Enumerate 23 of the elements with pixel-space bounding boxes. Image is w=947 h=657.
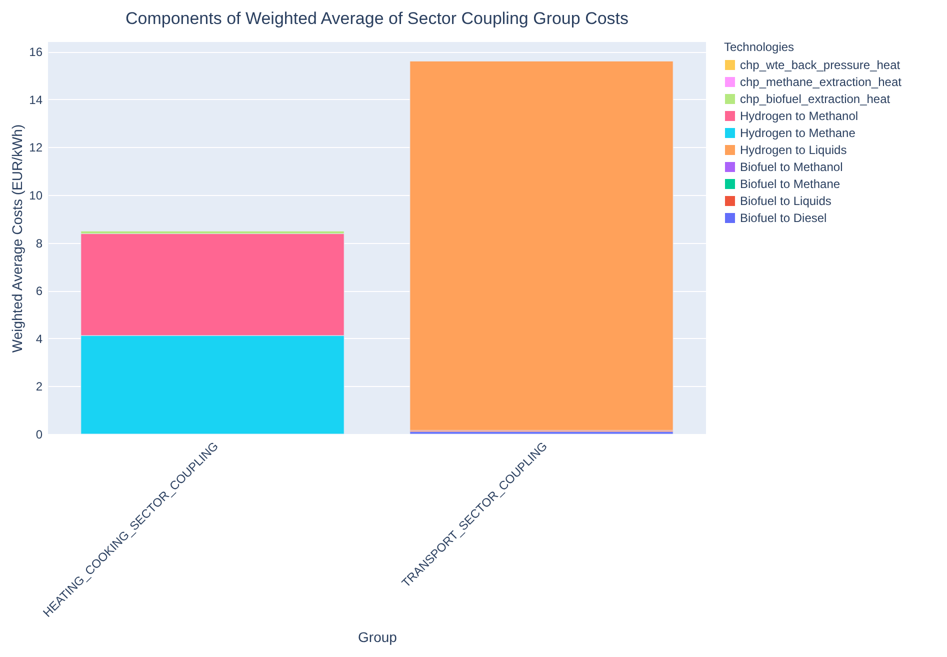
legend-label: chp_biofuel_extraction_heat <box>740 92 891 106</box>
y-tick-label: 0 <box>36 428 43 442</box>
y-tick-label: 10 <box>29 188 43 202</box>
legend-label: Biofuel to Methanol <box>740 160 843 174</box>
chart-title: Components of Weighted Average of Sector Coupling Group Costs <box>125 9 629 28</box>
y-tick-label: 14 <box>29 92 43 107</box>
legend-label: Biofuel to Diesel <box>740 211 827 225</box>
legend-label: chp_wte_back_pressure_heat <box>740 58 901 72</box>
y-tick-label: 12 <box>29 140 43 155</box>
y-tick-label: 8 <box>36 236 43 250</box>
legend-label: Hydrogen to Liquids <box>740 143 847 157</box>
y-tick-label: 2 <box>36 380 43 394</box>
legend-label: Hydrogen to Methanol <box>740 109 858 123</box>
legend-label: chp_methane_extraction_heat <box>740 75 902 89</box>
legend-label: Biofuel to Liquids <box>740 194 832 208</box>
legend-label: Biofuel to Methane <box>740 177 840 191</box>
y-tick-label: 16 <box>29 45 43 60</box>
y-axis-title: Weighted Average Costs (EUR/kWh) <box>9 124 26 353</box>
y-tick-label: 4 <box>36 332 43 346</box>
legend-label: Hydrogen to Methane <box>740 126 856 140</box>
x-axis-title: Group <box>358 629 398 646</box>
legend-title: Technologies <box>724 40 794 54</box>
y-tick-label: 6 <box>36 284 43 298</box>
